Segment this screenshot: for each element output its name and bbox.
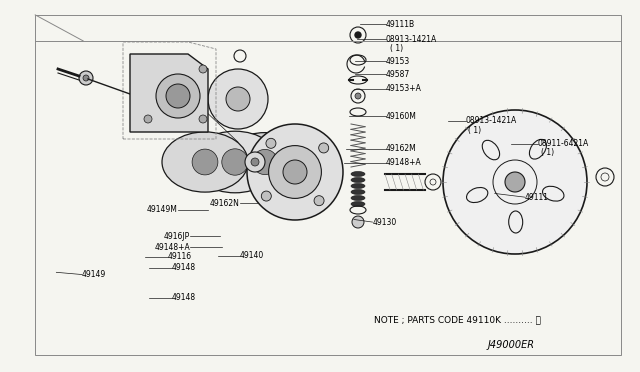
Circle shape bbox=[226, 87, 250, 111]
Circle shape bbox=[199, 115, 207, 123]
Text: ( 1): ( 1) bbox=[468, 126, 482, 135]
Ellipse shape bbox=[351, 202, 365, 206]
Ellipse shape bbox=[351, 189, 365, 195]
Text: 49160M: 49160M bbox=[386, 112, 417, 121]
Text: 49149M: 49149M bbox=[147, 205, 178, 214]
Text: 49148+A: 49148+A bbox=[154, 243, 190, 252]
Text: 49149: 49149 bbox=[82, 270, 106, 279]
Circle shape bbox=[269, 145, 321, 198]
Text: J49000ER: J49000ER bbox=[488, 340, 534, 350]
Ellipse shape bbox=[351, 196, 365, 201]
Text: 49111B: 49111B bbox=[386, 20, 415, 29]
Circle shape bbox=[208, 69, 268, 129]
Text: 49110: 49110 bbox=[182, 100, 207, 109]
Text: 4916JP: 4916JP bbox=[164, 232, 190, 241]
Ellipse shape bbox=[351, 183, 365, 189]
Text: NOTE ; PARTS CODE 49110K .......... Ⓐ: NOTE ; PARTS CODE 49110K .......... Ⓐ bbox=[374, 315, 541, 324]
Ellipse shape bbox=[351, 171, 365, 176]
Circle shape bbox=[352, 216, 364, 228]
Circle shape bbox=[245, 152, 265, 172]
Ellipse shape bbox=[223, 132, 307, 192]
Circle shape bbox=[222, 149, 248, 175]
Circle shape bbox=[355, 32, 361, 38]
Circle shape bbox=[247, 124, 343, 220]
Text: 49130: 49130 bbox=[372, 218, 397, 227]
Text: 49148+A: 49148+A bbox=[386, 158, 422, 167]
Circle shape bbox=[283, 160, 307, 184]
Text: 49162N: 49162N bbox=[210, 199, 240, 208]
Ellipse shape bbox=[351, 177, 365, 183]
Circle shape bbox=[252, 150, 278, 174]
Text: 49148: 49148 bbox=[172, 263, 196, 272]
Circle shape bbox=[83, 75, 89, 81]
Circle shape bbox=[192, 149, 218, 175]
Circle shape bbox=[156, 74, 200, 118]
Text: 49153+A: 49153+A bbox=[386, 84, 422, 93]
Text: 49153: 49153 bbox=[386, 57, 410, 66]
Text: 08911-6421A: 08911-6421A bbox=[538, 140, 589, 148]
Text: 08913-1421A: 08913-1421A bbox=[386, 35, 437, 44]
Circle shape bbox=[319, 143, 329, 153]
Text: 08913-1421A: 08913-1421A bbox=[466, 116, 517, 125]
Circle shape bbox=[144, 115, 152, 123]
Circle shape bbox=[314, 196, 324, 206]
Circle shape bbox=[266, 138, 276, 148]
Circle shape bbox=[166, 84, 190, 108]
Text: 49111: 49111 bbox=[525, 193, 548, 202]
Text: 49587: 49587 bbox=[386, 70, 410, 79]
Circle shape bbox=[199, 65, 207, 73]
Circle shape bbox=[261, 191, 271, 201]
Circle shape bbox=[443, 110, 587, 254]
Text: ( 1): ( 1) bbox=[541, 148, 554, 157]
Ellipse shape bbox=[191, 131, 279, 193]
Circle shape bbox=[505, 172, 525, 192]
Polygon shape bbox=[130, 54, 208, 132]
Text: ( 1): ( 1) bbox=[390, 44, 404, 53]
Text: 49140: 49140 bbox=[240, 251, 264, 260]
Text: 49162M: 49162M bbox=[386, 144, 417, 153]
Circle shape bbox=[251, 158, 259, 166]
Circle shape bbox=[355, 93, 361, 99]
Text: 49148: 49148 bbox=[172, 293, 196, 302]
Ellipse shape bbox=[162, 132, 248, 192]
Text: 49116: 49116 bbox=[168, 252, 192, 261]
Circle shape bbox=[79, 71, 93, 85]
